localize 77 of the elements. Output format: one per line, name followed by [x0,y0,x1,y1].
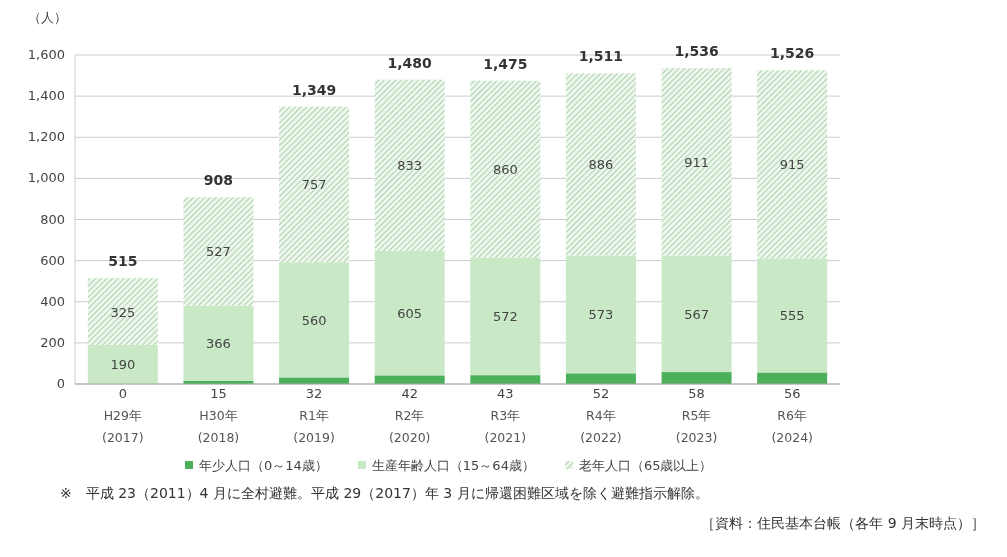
data-label: 605 [397,306,423,322]
x-tick-label: R4年 (2022) [580,408,622,445]
legend-label: 年少人口（0～14歳） [199,458,328,473]
data-label: 43 [497,386,514,401]
data-label: 572 [492,309,518,325]
y-axis-title: （人） [28,10,67,25]
data-label: 190 [110,357,136,373]
total-label: 515 [108,253,138,270]
data-label: 52 [592,386,610,401]
bar [470,257,541,376]
data-label: 573 [588,307,614,323]
y-tick-label: 1,200 [27,129,65,145]
bar [183,305,254,381]
y-tick-label: 800 [40,211,65,227]
data-label: 757 [301,177,327,193]
y-tick-label: 1,400 [27,88,65,104]
bar [183,197,254,306]
x-tick-label: R3年 (2021) [484,408,527,445]
x-tick-label: R6年 (2024) [771,408,813,445]
data-label: 56 [783,386,801,401]
x-tick-label: R1年 (2019) [293,408,335,445]
data-label: 32 [305,386,323,401]
x-tick-label: R2年 (2020) [388,408,431,445]
y-tick-label: 400 [40,293,65,309]
bar [87,344,158,384]
data-label: 58 [688,386,705,401]
bar [279,262,350,378]
total-label: 1,536 [674,43,719,60]
legend-label: 老年人口（65歳以上） [578,458,713,473]
bar [374,79,445,251]
bar [565,255,636,374]
bar [661,68,732,256]
data-label: 560 [301,312,327,328]
bar [279,106,350,263]
bar [470,375,541,384]
x-tick-label: H29年 (2017) [102,408,144,445]
data-label: 567 [684,306,709,322]
data-label: 15 [210,386,227,401]
text: ［資料：住民基本台帳（各年 9 月末時点）］ [701,515,985,531]
y-tick-label: 1,000 [27,170,65,186]
x-tick-label: H30年 (2018) [197,408,240,445]
data-label: 915 [779,157,805,173]
bar [279,377,350,384]
y-tick-label: 600 [40,252,65,268]
data-label: 911 [684,154,709,170]
y-tick-label: 0 [56,376,65,391]
bar [565,373,636,384]
data-label: 0 [118,386,127,401]
total-label: 908 [203,172,234,189]
data-label: 886 [588,157,614,173]
data-label: 42 [401,386,418,401]
total-label: 1,475 [483,55,528,72]
total-label: 1,526 [770,45,815,62]
x-tick-label: R5年 (2023) [675,408,718,445]
bar [661,255,732,373]
data-label: 527 [206,244,231,260]
bar [87,278,158,345]
total-label: 1,349 [291,81,337,98]
data-label: 833 [397,158,423,174]
bar [470,80,541,258]
data-label: 860 [492,162,518,178]
legend-label: 生産年齢人口（15～64歳） [371,458,535,473]
bar [661,372,732,384]
text: ※ 平成 23（2011）4 月に全村避難。平成 29（2017）年 3 月に帰還困難区域を除く避難指示解除。 [60,485,709,501]
y-tick-label: 1,600 [27,47,65,62]
bar [565,73,636,256]
total-label: 1,480 [387,54,433,71]
data-label: 325 [110,304,136,320]
total-label: 1,511 [578,48,624,65]
y-tick-label: 200 [40,334,65,350]
bar [757,372,828,384]
bar [374,375,445,384]
bar [757,258,828,373]
bar [757,70,828,259]
data-label: 366 [206,336,231,352]
bar [374,250,445,376]
data-label: 555 [779,308,805,324]
